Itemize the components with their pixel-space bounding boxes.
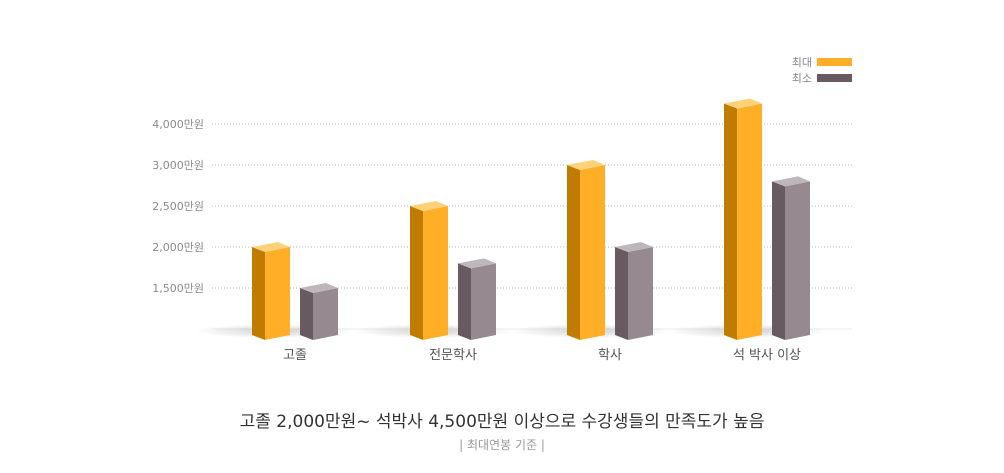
- bar-top-최대: [252, 242, 290, 252]
- y-tick-label: 1,500만원: [152, 282, 204, 295]
- bar-최소-전문학사: [471, 263, 496, 340]
- y-tick-label: 3,000만원: [152, 159, 204, 172]
- bar-side-최소: [458, 263, 471, 340]
- y-tick-label: 2,000만원: [152, 241, 204, 254]
- bar-side-최소: [615, 247, 628, 340]
- x-category-label: 석 박사 이상: [733, 348, 801, 363]
- bar-top-최대: [410, 201, 448, 211]
- x-category-label: 전문학사: [429, 348, 477, 363]
- y-tick-label: 4,000만원: [152, 118, 204, 131]
- bar-top-최소: [458, 258, 496, 269]
- x-category-label: 학사: [598, 348, 622, 363]
- bar-top-최소: [615, 242, 653, 252]
- bar-top-최대: [724, 98, 762, 109]
- bar-side-최소: [300, 288, 313, 340]
- bar-최소-석 박사 이상: [785, 181, 810, 340]
- bar-side-최소: [772, 181, 785, 340]
- x-category-label: 고졸: [283, 348, 307, 363]
- bar-최대-학사: [580, 165, 605, 340]
- chart-title: 고졸 2,000만원~ 석박사 4,500만원 이상으로 수강생들의 만족도가 …: [239, 412, 765, 432]
- bar-side-최대: [724, 103, 737, 340]
- legend-label: 최대: [792, 56, 812, 69]
- bar-최대-석 박사 이상: [737, 103, 762, 340]
- legend-label: 최소: [792, 72, 812, 85]
- bar-최소-학사: [628, 247, 653, 340]
- bar-top-최대: [567, 160, 605, 170]
- bar-top-최소: [772, 176, 810, 187]
- bar-top-최소: [300, 283, 338, 293]
- legend-swatch: [817, 58, 852, 66]
- legend-swatch: [817, 74, 852, 82]
- bar-side-최대: [410, 206, 423, 340]
- bar-최대-고졸: [265, 247, 290, 340]
- chart-subtitle: | 최대연봉 기준 |: [459, 438, 545, 452]
- bar-최소-고졸: [313, 288, 338, 340]
- bar-최대-전문학사: [423, 206, 448, 340]
- bar-side-최대: [567, 165, 580, 340]
- bar-side-최대: [252, 247, 265, 340]
- y-tick-label: 2,500만원: [152, 200, 204, 213]
